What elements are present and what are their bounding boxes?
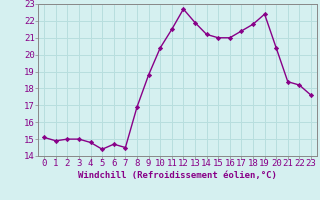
X-axis label: Windchill (Refroidissement éolien,°C): Windchill (Refroidissement éolien,°C) xyxy=(78,171,277,180)
